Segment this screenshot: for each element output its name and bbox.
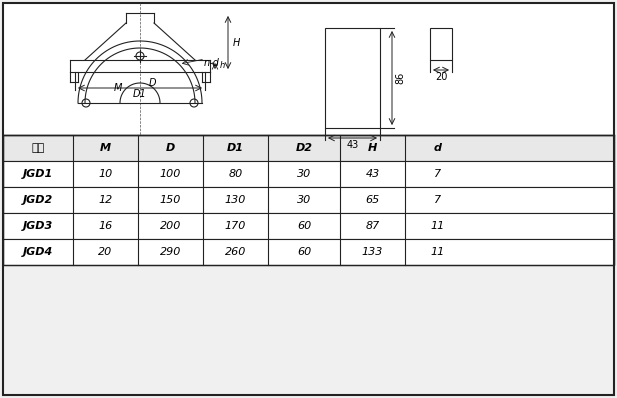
- Text: M: M: [100, 143, 111, 153]
- Text: 20: 20: [435, 72, 447, 82]
- Text: 30: 30: [297, 195, 311, 205]
- Text: 130: 130: [225, 195, 246, 205]
- Text: H: H: [233, 37, 239, 47]
- Text: 10: 10: [98, 169, 113, 179]
- Bar: [430, 28, 452, 60]
- Text: 型号: 型号: [31, 143, 44, 153]
- Text: 43: 43: [365, 169, 379, 179]
- Text: 150: 150: [160, 195, 181, 205]
- Text: 200: 200: [160, 221, 181, 231]
- Text: 290: 290: [160, 247, 181, 257]
- Text: D2: D2: [296, 143, 312, 153]
- Bar: [3, 187, 614, 213]
- Bar: [3, 161, 614, 187]
- Text: 43: 43: [346, 140, 358, 150]
- Text: 100: 100: [160, 169, 181, 179]
- Text: 11: 11: [431, 247, 445, 257]
- Text: D: D: [166, 143, 175, 153]
- Text: JGD1: JGD1: [23, 169, 53, 179]
- Bar: [3, 3, 614, 135]
- Text: 12: 12: [98, 195, 113, 205]
- Text: 7: 7: [434, 169, 441, 179]
- Text: 87: 87: [365, 221, 379, 231]
- Text: H: H: [368, 143, 377, 153]
- Text: JGD3: JGD3: [23, 221, 53, 231]
- Bar: [3, 135, 614, 161]
- Text: JGD4: JGD4: [23, 247, 53, 257]
- Text: 170: 170: [225, 221, 246, 231]
- Text: d: d: [434, 143, 442, 153]
- Text: D: D: [148, 78, 155, 88]
- Text: h: h: [220, 62, 225, 70]
- Bar: [3, 135, 614, 265]
- Text: 60: 60: [297, 221, 311, 231]
- Text: 7: 7: [434, 195, 441, 205]
- Text: 60: 60: [297, 247, 311, 257]
- Text: D1: D1: [227, 143, 244, 153]
- Text: D1: D1: [133, 89, 147, 99]
- Text: JGD2: JGD2: [23, 195, 53, 205]
- Text: 30: 30: [297, 169, 311, 179]
- Text: n-d: n-d: [204, 58, 220, 68]
- Text: 65: 65: [365, 195, 379, 205]
- Text: 11: 11: [431, 221, 445, 231]
- Text: M: M: [114, 83, 122, 93]
- Bar: [3, 213, 614, 239]
- Text: 260: 260: [225, 247, 246, 257]
- Bar: [3, 239, 614, 265]
- Bar: [325, 28, 380, 128]
- Text: 16: 16: [98, 221, 113, 231]
- Text: 86: 86: [395, 72, 405, 84]
- Text: 20: 20: [98, 247, 113, 257]
- Text: 133: 133: [362, 247, 383, 257]
- Text: 80: 80: [228, 169, 242, 179]
